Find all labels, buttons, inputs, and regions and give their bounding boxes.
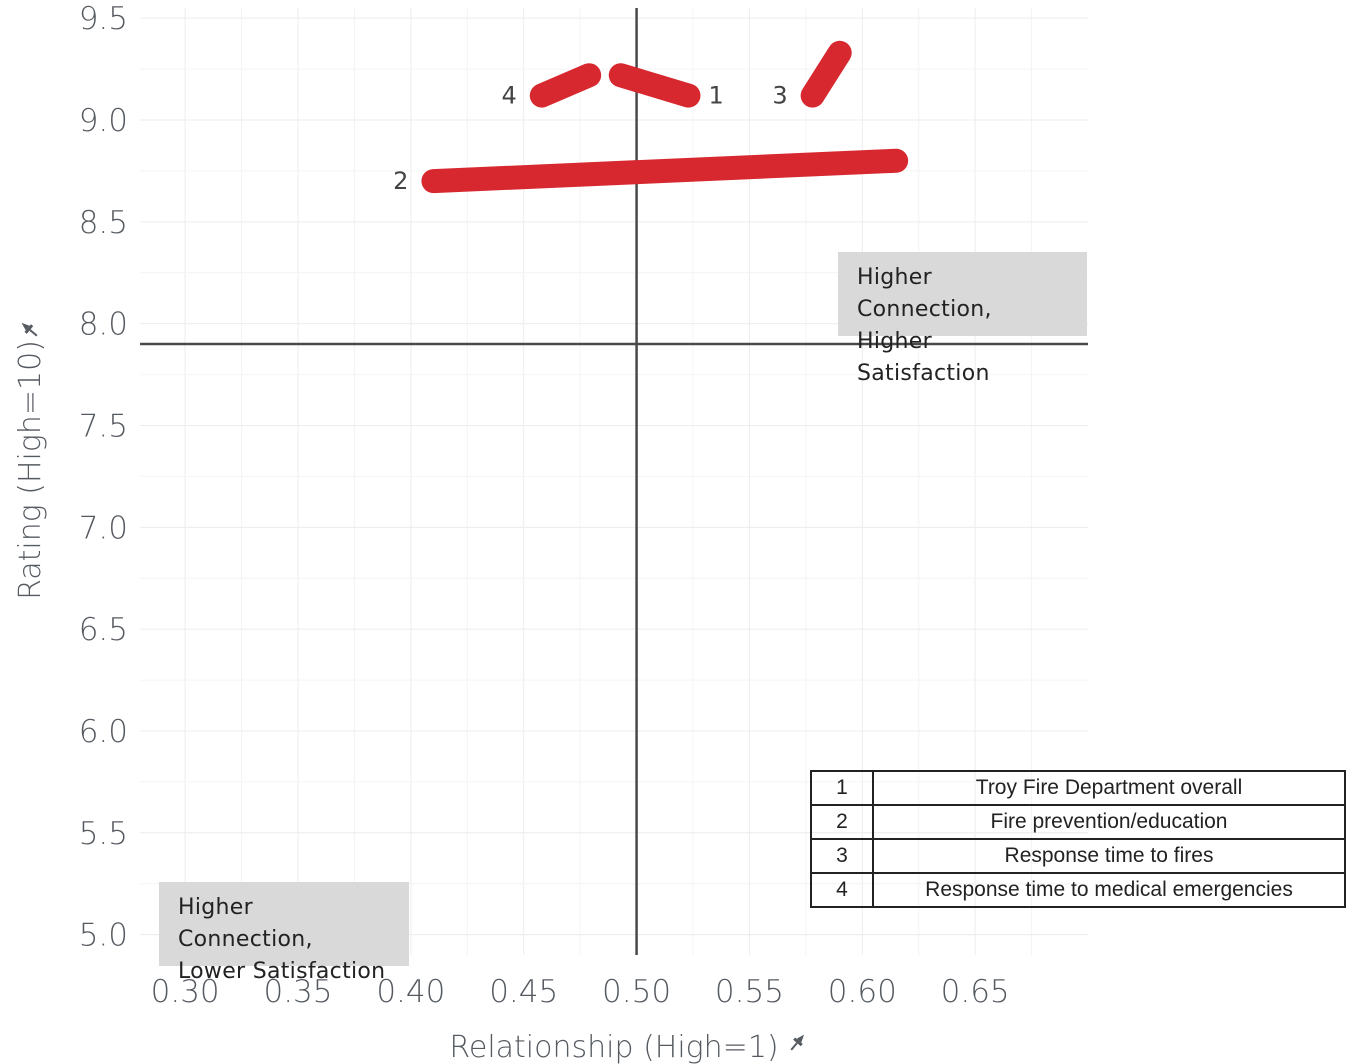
x-tick-label: 0.40 [376,974,445,1010]
segment-label-1: 1 [708,82,723,110]
x-ticks: 0.30 0.35 0.40 0.45 0.50 0.55 0.60 0.65 [151,974,1010,1010]
segment-label-3: 3 [772,82,787,110]
quadrant-label-higher-satisfaction: Higher Connection, Higher Satisfaction [838,252,1087,386]
x-tick-label: 0.30 [151,974,220,1010]
quadrant-label-lower-satisfaction: Higher Connection, Lower Satisfaction [159,882,409,984]
legend-row: 2 Fire prevention/education [810,804,1346,840]
x-axis-title: Relationship (High=1) [449,1030,778,1064]
segment-2 [421,148,909,194]
segment-1 [608,63,701,108]
y-tick-label: 9.0 [79,103,128,139]
x-axis-pin-icon [790,1034,805,1051]
legend-row: 1 Troy Fire Department overall [810,770,1346,806]
legend-table: 1 Troy Fire Department overall 2 Fire pr… [810,770,1346,908]
y-tick-label: 9.5 [79,1,128,37]
legend-number: 4 [810,872,874,908]
legend-text: Response time to medical emergencies [872,872,1346,908]
legend-text: Troy Fire Department overall [872,770,1346,806]
segment-label-2: 2 [393,167,408,195]
legend-number: 1 [810,770,874,806]
legend-row: 3 Response time to fires [810,838,1346,874]
x-tick-label: 0.50 [602,974,671,1010]
y-tick-label: 5.5 [79,816,128,852]
data-segments: 1 2 3 4 [393,40,909,195]
x-tick-label: 0.55 [715,974,784,1010]
y-axis-title: Rating (High=10) [13,340,48,600]
x-tick-label: 0.45 [489,974,558,1010]
y-axis-pin-icon [21,322,38,337]
y-tick-label: 7.5 [79,408,128,444]
y-tick-label: 5.0 [79,918,128,954]
segment-3 [800,40,852,108]
segment-label-4: 4 [501,82,516,110]
x-tick-label: 0.35 [263,974,332,1010]
y-ticks: 5.0 5.5 6.0 6.5 7.0 7.5 8.0 8.5 9.0 9.5 [79,1,128,953]
y-tick-label: 8.5 [79,205,128,241]
legend-text: Response time to fires [872,838,1346,874]
y-tick-label: 6.5 [79,612,128,648]
legend-text: Fire prevention/education [872,804,1346,840]
legend-number: 2 [810,804,874,840]
y-tick-label: 7.0 [79,510,128,546]
segment-4 [529,63,602,108]
legend-number: 3 [810,838,874,874]
legend-row: 4 Response time to medical emergencies [810,872,1346,908]
x-tick-label: 0.60 [828,974,897,1010]
y-tick-label: 6.0 [79,714,128,750]
y-tick-label: 8.0 [79,307,128,343]
x-tick-label: 0.65 [941,974,1010,1010]
